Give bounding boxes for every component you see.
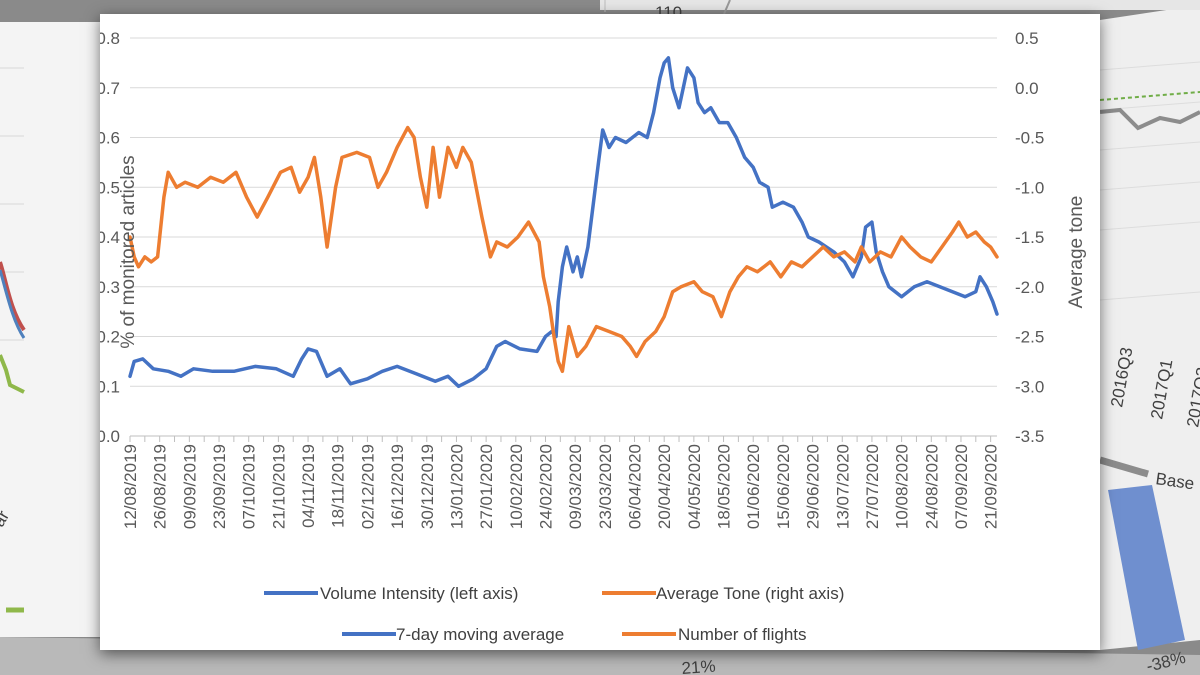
- y-right-tick-label: -1.5: [1015, 228, 1044, 247]
- x-tick-label: 27/07/2020: [863, 444, 882, 529]
- x-tick-label: 10/02/2020: [507, 444, 526, 529]
- x-tick-label: 15/06/2020: [774, 444, 793, 529]
- y-left-tick-label: 0.0: [100, 427, 120, 446]
- x-tick-label: 24/02/2020: [536, 444, 555, 529]
- x-tick-label: 20/04/2020: [655, 444, 674, 529]
- y-left-tick-label: 0.4: [100, 228, 120, 247]
- y-left-tick-label: 0.3: [100, 278, 120, 297]
- right-background-chart: 110 2016Q3 2017Q1 2017Q3 Base: [600, 0, 1200, 650]
- x-tick-label: 07/09/2020: [952, 444, 971, 529]
- x-tick-label: 13/07/2020: [833, 444, 852, 529]
- x-tick-label: 26/08/2019: [151, 444, 170, 529]
- left-blue-line: [0, 269, 26, 339]
- y-right-tick-label: 0.0: [1015, 79, 1039, 98]
- series: [128, 56, 999, 389]
- bottom-percent-label: 21%: [681, 657, 716, 675]
- x-tick-label: 21/10/2019: [269, 444, 288, 529]
- x-tick-label: 01/06/2020: [744, 444, 763, 529]
- chart-card: 0.0 0.1 0.2 0.3 0.4 0.5 0.6 0.7 0.8 -3.5 -3.0 -2.5 -…: [100, 14, 1100, 650]
- x-tick-label: 06/04/2020: [626, 444, 645, 529]
- left-green-line: [0, 354, 25, 394]
- y-right-tick-label: -0.5: [1015, 129, 1044, 148]
- legend-item-number-of-flights: Number of flights: [622, 625, 807, 644]
- x-tick-label: 18/11/2019: [329, 444, 348, 528]
- x-tick-label: 24/08/2020: [922, 444, 941, 529]
- y-left-tick-label: 0.1: [100, 377, 120, 396]
- legend: Volume Intensity (left axis) Average Ton…: [264, 584, 844, 644]
- x-tick-label: 09/03/2020: [566, 444, 585, 529]
- legend-item-volume-intensity: Volume Intensity (left axis): [264, 584, 518, 603]
- y-left-tick-label: 0.5: [100, 178, 120, 197]
- y-right-tick-label: -2.5: [1015, 328, 1044, 347]
- line-chart: 0.0 0.1 0.2 0.3 0.4 0.5 0.6 0.7 0.8 -3.5 -3.0 -2.5 -…: [100, 29, 1087, 644]
- legend-item-average-tone: Average Tone (right axis): [602, 584, 844, 603]
- axes: 0.0 0.1 0.2 0.3 0.4 0.5 0.6 0.7 0.8 -3.5 -3.0 -2.5 -…: [100, 29, 1044, 529]
- right-legend-swatch: [1099, 456, 1149, 478]
- right-axis-title: Average tone: [1066, 196, 1087, 309]
- series-line-volume-intensity-left-axis: [128, 56, 999, 389]
- right-green-dashed-line: [1099, 91, 1200, 101]
- y-right-tick-label: -1.0: [1015, 178, 1044, 197]
- gridlines: [130, 37, 997, 437]
- x-tick-label: 09/09/2019: [180, 444, 199, 529]
- right-gray-line: [1099, 107, 1200, 131]
- x-tick-label: 12/08/2019: [121, 444, 140, 529]
- y-left-tick-label: 0.7: [100, 79, 120, 98]
- y-left-tick-label: 0.6: [100, 129, 120, 148]
- x-tick-label: 29/06/2020: [804, 444, 823, 529]
- x-tick-label: 30/12/2019: [418, 444, 437, 529]
- y-right-tick-label: -3.5: [1015, 427, 1044, 446]
- x-tick-label: 07/10/2019: [240, 444, 259, 529]
- left-background-chart: ar: [0, 22, 100, 637]
- x-tick-label: 16/12/2019: [388, 444, 407, 529]
- legend-label-moving-average: 7-day moving average: [396, 625, 564, 644]
- y-left-tick-label: 0.2: [100, 328, 120, 347]
- series-line-average-tone-right-axis: [128, 125, 999, 374]
- x-tick-label: 23/09/2019: [210, 444, 229, 529]
- x-tick-label: 27/01/2020: [477, 444, 496, 529]
- x-tick-label: 21/09/2020: [982, 444, 1001, 529]
- legend-label-average-tone: Average Tone (right axis): [656, 584, 844, 603]
- y-right-tick-label: 0.5: [1015, 29, 1039, 48]
- x-tick-label: 13/01/2020: [447, 444, 466, 529]
- right-blue-bar: [1108, 485, 1185, 650]
- legend-label-number-of-flights: Number of flights: [678, 625, 807, 644]
- y-left-tick-label: 0.8: [100, 29, 120, 48]
- left-axis-title: % of monitored articles: [118, 155, 139, 348]
- x-tick-label: 18/05/2020: [715, 444, 734, 529]
- x-tick-label: 04/05/2020: [685, 444, 704, 529]
- x-tick-label: 04/11/2019: [299, 444, 318, 528]
- x-tick-label: 02/12/2019: [358, 444, 377, 529]
- legend-item-moving-average: 7-day moving average: [342, 625, 564, 644]
- y-right-tick-label: -3.0: [1015, 377, 1044, 396]
- x-tick-label: 10/08/2020: [893, 444, 912, 529]
- left-red-line: [0, 261, 26, 332]
- y-right-tick-label: -2.0: [1015, 278, 1044, 297]
- legend-label-volume-intensity: Volume Intensity (left axis): [320, 584, 518, 603]
- x-tick-label: 23/03/2020: [596, 444, 615, 529]
